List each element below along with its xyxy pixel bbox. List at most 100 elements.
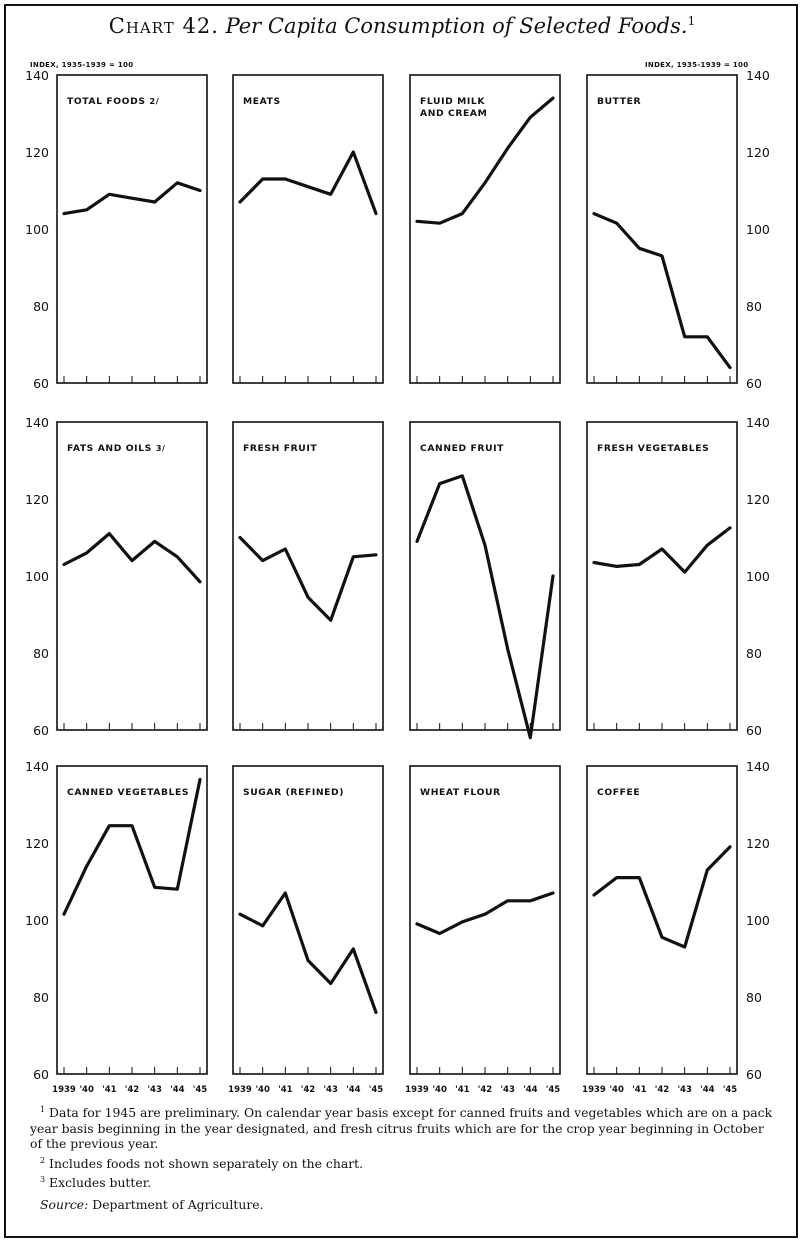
footnote-3: 3 Excludes butter. <box>40 1175 152 1191</box>
x-tick-label-sugar-refined-6: '45 <box>369 1085 384 1095</box>
panel-frame-canned-vegetables <box>56 765 208 1075</box>
panel-frame-butter <box>586 74 738 384</box>
data-point-butter-4 <box>684 336 686 338</box>
panel-footnote-mark-fats-and-oils: 3/ <box>156 444 166 453</box>
panel-title-fluid-milk-and-cream: AND CREAM <box>420 108 487 119</box>
x-tick-label-sugar-refined-3: '42 <box>301 1085 316 1095</box>
title-footnote-mark: 1 <box>687 14 696 28</box>
y-tick-label-left-r1-100: 100 <box>25 569 49 584</box>
data-point-canned-vegetables-2 <box>108 825 110 827</box>
data-point-total-foods-5 <box>176 182 178 184</box>
panel-title-fresh-fruit: FRESH FRUIT <box>243 443 317 454</box>
data-point-fresh-vegetables-2 <box>638 563 640 566</box>
data-point-canned-vegetables-5 <box>176 888 178 890</box>
series-line-fresh-fruit <box>238 535 378 622</box>
data-point-canned-fruit-5 <box>529 737 531 739</box>
y-tick-label-left-r0-120: 120 <box>25 145 49 160</box>
data-point-fluid-milk-and-cream-0 <box>416 220 418 222</box>
y-tick-label-right-r1-60: 60 <box>746 723 762 738</box>
data-point-canned-fruit-2 <box>461 475 463 477</box>
x-tick-label-wheat-flour-6: '45 <box>546 1085 561 1095</box>
data-point-canned-vegetables-1 <box>86 865 88 867</box>
data-point-fats-and-oils-3 <box>131 560 133 562</box>
panel-title-wheat-flour: WHEAT FLOUR <box>420 787 501 798</box>
series-line-canned-vegetables <box>62 777 202 916</box>
data-point-total-foods-3 <box>131 197 133 199</box>
data-point-meats-2 <box>284 178 286 180</box>
panel-title-meats: MEATS <box>243 96 281 107</box>
data-point-wheat-flour-6 <box>552 892 554 894</box>
data-point-butter-0 <box>593 213 595 215</box>
y-tick-label-left-r1-60: 60 <box>33 723 49 738</box>
data-point-butter-2 <box>638 247 640 249</box>
data-point-fluid-milk-and-cream-1 <box>439 222 441 224</box>
data-point-fats-and-oils-2 <box>108 533 110 535</box>
data-point-fresh-vegetables-1 <box>616 565 618 567</box>
panel-frame-coffee <box>586 765 738 1075</box>
data-point-butter-1 <box>616 222 618 224</box>
panel-title-total-foods: TOTAL FOODS 2/ <box>67 96 159 107</box>
x-tick-label-wheat-flour-1: '40 <box>432 1085 447 1095</box>
data-point-fats-and-oils-0 <box>63 563 65 566</box>
data-point-canned-vegetables-6 <box>199 778 201 781</box>
series-line-canned-fruit <box>415 474 555 740</box>
y-tick-label-right-r0-60: 60 <box>746 376 762 391</box>
chart-name: Per Capita Consumption of Selected Foods… <box>225 14 688 38</box>
data-point-butter-3 <box>661 255 663 257</box>
data-point-meats-4 <box>330 193 332 195</box>
x-tick-label-coffee-5: '44 <box>700 1085 715 1095</box>
data-point-canned-fruit-4 <box>507 648 509 650</box>
panel-title-canned-vegetables: CANNED VEGETABLES <box>67 787 189 798</box>
y-tick-label-right-r1-100: 100 <box>746 569 770 584</box>
index-label-right: INDEX, 1935-1939 = 100 <box>645 61 749 69</box>
series-line-meats <box>238 150 378 216</box>
x-tick-label-sugar-refined-4: '43 <box>323 1085 338 1095</box>
y-tick-label-right-r1-80: 80 <box>746 646 762 661</box>
data-point-coffee-0 <box>593 894 595 896</box>
data-point-fresh-fruit-6 <box>375 554 377 556</box>
data-point-coffee-2 <box>638 877 640 879</box>
x-tick-label-canned-vegetables-1: '40 <box>79 1085 94 1095</box>
data-point-sugar-refined-2 <box>284 892 286 894</box>
page-frame <box>4 4 798 1238</box>
y-tick-label-left-r0-80: 80 <box>33 299 49 314</box>
y-tick-label-left-r2-100: 100 <box>25 913 49 928</box>
data-point-sugar-refined-4 <box>330 982 332 985</box>
x-tick-label-sugar-refined-2: '41 <box>278 1085 293 1095</box>
footnotes: 1 Data for 1945 are preliminary. On cale… <box>30 1102 778 1213</box>
data-point-fluid-milk-and-cream-3 <box>484 182 486 184</box>
data-point-canned-vegetables-0 <box>63 913 65 915</box>
data-point-fresh-fruit-0 <box>239 536 241 539</box>
y-tick-label-left-r1-120: 120 <box>25 492 49 507</box>
data-point-wheat-flour-0 <box>416 923 418 925</box>
data-point-coffee-4 <box>684 946 686 948</box>
data-point-total-foods-2 <box>108 193 110 195</box>
x-tick-label-coffee-0: 1939 <box>582 1085 606 1095</box>
x-tick-label-wheat-flour-4: '43 <box>500 1085 515 1095</box>
data-point-coffee-1 <box>616 877 618 879</box>
data-point-fresh-vegetables-5 <box>706 544 708 546</box>
data-point-canned-fruit-0 <box>416 540 418 542</box>
data-point-fresh-fruit-5 <box>352 556 354 558</box>
y-tick-label-right-r2-80: 80 <box>746 990 762 1005</box>
data-point-fluid-milk-and-cream-5 <box>529 116 531 118</box>
x-tick-label-coffee-3: '42 <box>655 1085 670 1095</box>
y-tick-label-right-r1-140: 140 <box>746 415 770 430</box>
data-point-meats-5 <box>352 151 354 153</box>
footnote-1: 1 Data for 1945 are preliminary. On cale… <box>30 1105 773 1152</box>
y-tick-label-right-r0-140: 140 <box>746 68 770 83</box>
panel-frame-fresh-fruit <box>232 421 384 731</box>
panel-title-canned-fruit: CANNED FRUIT <box>420 443 504 454</box>
data-point-sugar-refined-3 <box>307 959 309 962</box>
data-point-fresh-fruit-3 <box>307 596 309 598</box>
x-tick-label-coffee-4: '43 <box>677 1085 692 1095</box>
chart-title: Chart 42. Per Capita Consumption of Sele… <box>0 14 804 38</box>
panel-title-fresh-vegetables: FRESH VEGETABLES <box>597 443 709 454</box>
panel-frame-total-foods <box>56 74 208 384</box>
panel-frame-fluid-milk-and-cream <box>409 74 561 384</box>
y-tick-label-right-r2-140: 140 <box>746 759 770 774</box>
y-tick-label-right-r0-80: 80 <box>746 299 762 314</box>
data-point-meats-6 <box>375 213 377 215</box>
data-point-sugar-refined-6 <box>375 1011 377 1014</box>
y-tick-label-left-r1-140: 140 <box>25 415 49 430</box>
